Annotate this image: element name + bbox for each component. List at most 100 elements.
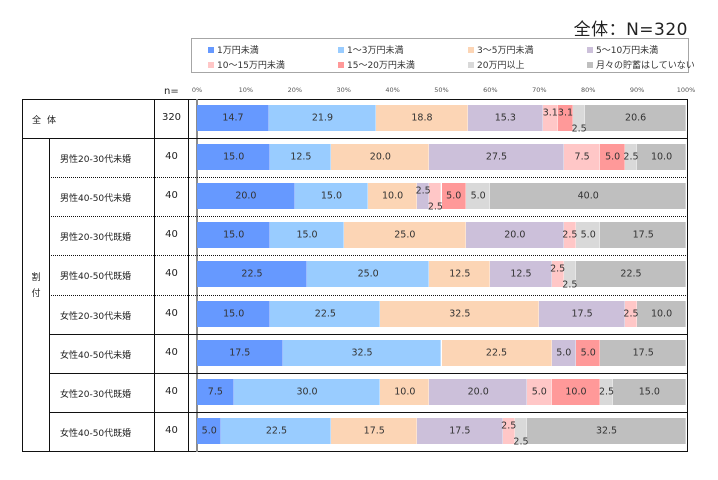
data-label: 40.0	[577, 190, 599, 202]
bar-segment	[197, 300, 271, 327]
data-label: 25.0	[394, 229, 416, 241]
data-label: 2.5	[550, 263, 566, 275]
bar-segment	[573, 105, 586, 131]
bar-segment	[343, 222, 466, 249]
data-label: 27.5	[485, 151, 508, 163]
row-label: 女性40-50代未婚	[60, 350, 132, 361]
x-tick-label: 100%	[676, 86, 696, 94]
bar-segment	[307, 261, 430, 288]
data-label: 10.0	[650, 308, 673, 319]
data-label: 22.5	[314, 308, 336, 319]
x-tick-label: 40%	[385, 86, 400, 94]
bar-segment	[221, 417, 332, 444]
data-label: 10.0	[650, 151, 673, 163]
data-label: 17.5	[449, 425, 471, 437]
legend-label: 1万円未満	[217, 46, 259, 56]
bar-segment	[441, 183, 466, 210]
bar-segment	[429, 183, 442, 210]
row-label: 男性20-30代未婚	[60, 155, 132, 166]
data-label: 32.5	[351, 347, 373, 359]
row-divider	[49, 294, 688, 296]
data-label: 12.5	[290, 151, 312, 163]
row-n-value: 40	[165, 268, 178, 280]
bar-segment	[575, 222, 601, 249]
legend-label: 3～5万円未満	[477, 46, 534, 56]
data-label: 7.5	[207, 386, 223, 398]
row-divider	[22, 138, 688, 140]
data-label: 2.5	[501, 420, 517, 432]
x-tick-label: 70%	[532, 86, 547, 94]
row-n-value: 40	[165, 190, 178, 202]
row-divider	[49, 411, 688, 413]
bar-segment	[467, 105, 543, 131]
bar-segment	[585, 105, 686, 131]
data-label: 2.5	[623, 308, 639, 319]
data-label: 5.0	[531, 386, 547, 398]
x-tick-label: 30%	[336, 86, 351, 94]
data-label: 20.0	[504, 229, 526, 241]
bar-segment	[624, 300, 638, 327]
row-label: 男性20-30代既婚	[60, 233, 132, 244]
bar-segment	[380, 300, 540, 327]
n-header: n=	[164, 86, 179, 97]
data-label: 21.9	[311, 112, 333, 124]
x-tick-label: 10%	[238, 86, 254, 94]
data-label: 5.0	[446, 190, 462, 202]
bar-segment	[270, 222, 344, 249]
legend-item: 月々の貯蓄はしていない	[587, 58, 695, 71]
data-label: 15.0	[223, 151, 245, 163]
bar-segment	[600, 144, 625, 171]
bar-segment	[417, 183, 430, 210]
row-label: 女性20-30代既婚	[60, 389, 132, 400]
legend-swatch	[208, 61, 214, 68]
bar-segment	[600, 339, 686, 366]
bar-segment	[514, 417, 528, 444]
bar-segment	[502, 417, 515, 444]
bar-segment	[197, 144, 271, 171]
bar-segment	[490, 261, 552, 288]
data-label: 5.0	[556, 347, 572, 359]
data-label: 5.0	[201, 425, 217, 437]
bar-segment	[380, 378, 430, 405]
data-label: 17.5	[632, 229, 654, 241]
bar-segment	[563, 222, 576, 249]
row-divider	[49, 177, 688, 179]
bar-segment	[624, 144, 638, 171]
row-n-value: 40	[165, 385, 178, 397]
legend-swatch	[587, 46, 593, 53]
x-tick-label: 0%	[191, 86, 203, 94]
bar-segment	[197, 222, 271, 249]
x-tick-label: 50%	[434, 86, 449, 94]
group-label-text: 割付	[22, 270, 50, 302]
legend-item: 1万円未満	[208, 43, 259, 56]
legend-item: 3～5万円未満	[468, 43, 533, 56]
row-label: 男性40-50代未婚	[60, 194, 132, 205]
bar-segment	[197, 378, 234, 405]
group-label: 割付	[22, 270, 50, 302]
bar-segment	[294, 183, 369, 210]
row-divider	[49, 255, 688, 257]
data-label: 22.5	[265, 425, 288, 437]
row-divider	[49, 333, 688, 335]
data-label: 15.0	[638, 386, 660, 398]
legend-swatch	[468, 46, 474, 53]
data-label: 17.5	[632, 347, 654, 359]
legend-label: 20万円以上	[477, 61, 525, 71]
legend-swatch	[338, 61, 344, 68]
bar-segment	[542, 105, 558, 131]
data-label: 15.3	[494, 112, 516, 124]
row-divider	[49, 372, 688, 374]
data-label: 12.5	[510, 268, 532, 280]
data-label: 12.5	[449, 268, 471, 280]
data-label: 14.7	[222, 112, 244, 124]
row-n-value: 40	[165, 151, 178, 163]
legend-item: 15～20万円未満	[338, 58, 415, 71]
bar-segment	[490, 183, 686, 210]
bar-segment	[563, 144, 601, 171]
data-label: 25.0	[357, 268, 379, 280]
row-n-value: 40	[165, 346, 178, 358]
bar-segment	[600, 222, 686, 249]
bar-segment	[527, 417, 686, 444]
row-n-value: 40	[165, 307, 178, 319]
bar-segment	[575, 261, 686, 288]
